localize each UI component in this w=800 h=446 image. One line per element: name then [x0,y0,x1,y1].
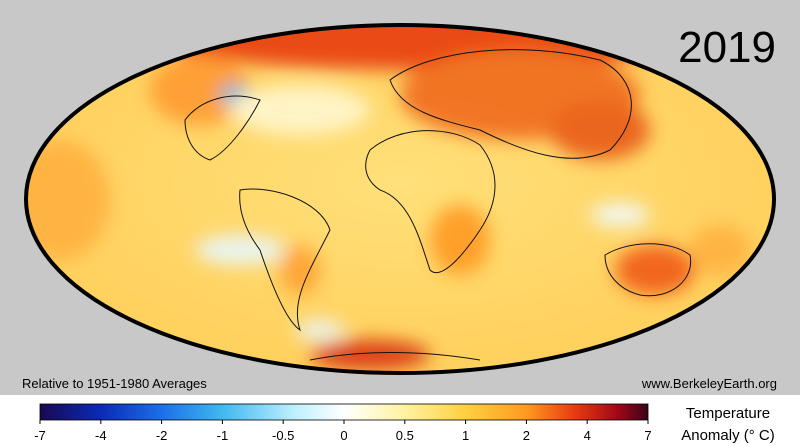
colorbar-tick-label: -1 [217,428,229,443]
baseline-note: Relative to 1951-1980 Averages [22,376,207,391]
anomaly-field [26,25,774,373]
colorbar-tick-label: 1 [462,428,469,443]
colorbar-title: Anomaly (° C) [681,427,775,444]
year-label: 2019 [678,23,776,72]
colorbar-tick-label: -4 [95,428,107,443]
colorbar-tick-label: 7 [644,428,651,443]
colorbar-tick-label: 4 [584,428,591,443]
colorbar [39,403,649,421]
colorbar-tick-label: 0 [340,428,347,443]
colorbar-tick-label: 2 [523,428,530,443]
colorbar-tick-label: -7 [34,428,46,443]
colorbar-tick-label: 0.5 [396,428,414,443]
globe-border [24,23,776,375]
colorbar-ticks: -7 -4 -2 -1 -0.5 0 0.5 1 2 4 7 [34,420,652,443]
colorbar-title: Temperature [686,405,770,422]
colorbar-tick-label: -2 [156,428,168,443]
coastlines [184,49,692,361]
colorbar-tick-label: -0.5 [272,428,294,443]
source-note: www.BerkeleyEarth.org [641,376,777,391]
